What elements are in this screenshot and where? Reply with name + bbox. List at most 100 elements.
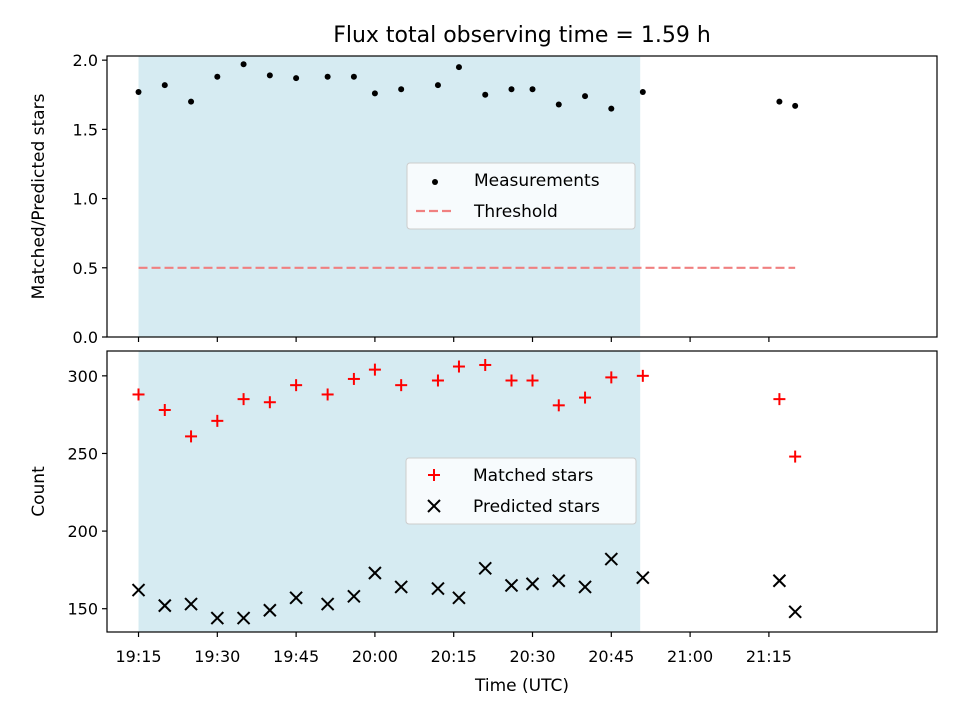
y-tick-label: 150 <box>67 600 98 619</box>
data-point-x <box>788 605 802 619</box>
data-point-plus <box>773 393 786 406</box>
data-point-plus <box>347 372 360 385</box>
data-point-plus <box>789 450 802 463</box>
data-point-x <box>552 574 566 588</box>
data-point <box>776 98 783 105</box>
data-point <box>188 98 195 105</box>
data-point <box>161 82 168 89</box>
data-point-plus <box>395 379 408 392</box>
data-point-x <box>478 561 492 576</box>
data-point-plus <box>579 391 592 404</box>
data-point-plus <box>505 374 518 387</box>
data-point <box>324 73 331 80</box>
data-point-x <box>289 591 303 605</box>
data-point-x <box>131 583 146 597</box>
y-axis-label: Matched/Predicted stars <box>29 93 49 299</box>
data-point <box>350 73 357 80</box>
data-point <box>555 101 562 108</box>
data-point-plus <box>526 374 539 387</box>
data-point-x <box>368 566 382 580</box>
data-point <box>608 105 615 112</box>
data-point-x <box>263 603 277 617</box>
x-tick-label: 20:00 <box>352 647 398 666</box>
x-tick-label: 19:15 <box>115 647 161 666</box>
legend-label: Measurements <box>474 171 600 191</box>
data-point-x <box>504 578 519 593</box>
x-tick-label: 20:30 <box>509 647 555 666</box>
data-point-plus <box>452 360 465 373</box>
data-point-plus <box>605 371 618 384</box>
y-tick-label: 2.0 <box>73 51 98 70</box>
legend-marker <box>428 469 440 481</box>
data-point <box>266 72 273 79</box>
x-tick-label: 19:45 <box>273 647 319 666</box>
y-tick-label: 250 <box>67 444 98 463</box>
legend-marker <box>432 179 438 185</box>
data-point-x <box>320 597 335 611</box>
x-tick-label: 21:00 <box>667 647 713 666</box>
legend-marker <box>427 499 441 513</box>
data-point-x <box>578 580 592 594</box>
data-point-plus <box>290 379 303 392</box>
legend: Matched stars Predicted stars <box>405 457 637 525</box>
data-point <box>293 75 300 82</box>
data-point-x <box>772 574 787 588</box>
y-tick-label: 1.5 <box>73 120 98 139</box>
data-point-plus <box>479 358 492 371</box>
chart-title: Flux total observing time = 1.59 h <box>333 23 711 48</box>
data-point-x <box>525 577 540 591</box>
data-point-x <box>604 552 619 566</box>
data-point-plus <box>321 388 334 401</box>
data-point-plus <box>263 396 276 409</box>
data-point-x <box>394 580 408 594</box>
y-tick-label: 0.5 <box>73 259 98 278</box>
data-point <box>639 88 646 95</box>
y-axis-label: Count <box>29 466 49 517</box>
legend-label: Threshold <box>473 202 558 222</box>
panel-ratio: 0.0 0.5 1.0 1.5 2.0 Matched/Predicted stars Me… <box>29 51 938 347</box>
legend-box <box>405 457 637 525</box>
data-point-plus <box>368 363 381 376</box>
data-point-plus <box>185 430 198 443</box>
legend-label: Matched stars <box>473 466 593 486</box>
y-tick-label: 300 <box>67 367 98 386</box>
x-tick-label: 19:30 <box>194 647 240 666</box>
axes-frame <box>106 350 938 633</box>
data-point-x <box>452 591 466 605</box>
data-point-plus <box>636 369 649 382</box>
data-point <box>135 88 142 95</box>
data-point-plus <box>158 403 171 416</box>
data-point-x <box>158 598 172 613</box>
legend: Measurements Threshold <box>406 162 636 230</box>
y-tick-label: 0.0 <box>73 328 98 347</box>
axes-frame <box>106 55 938 338</box>
data-point <box>508 86 515 93</box>
y-tick-label: 200 <box>67 522 98 541</box>
x-tick-label: 21:15 <box>746 647 792 666</box>
data-point-plus <box>211 414 224 427</box>
x-tick-label: 20:15 <box>431 647 477 666</box>
data-point <box>792 102 799 109</box>
data-point-x <box>236 611 251 625</box>
x-tick-label: 20:45 <box>588 647 634 666</box>
data-point <box>240 61 247 68</box>
data-point-plus <box>132 388 145 401</box>
data-point <box>482 91 489 98</box>
data-point-plus <box>552 399 565 412</box>
data-point-plus <box>431 374 444 387</box>
data-point-x <box>210 611 225 625</box>
y-tick-label: 1.0 <box>73 190 98 209</box>
data-point <box>529 86 536 93</box>
data-point-x <box>431 581 445 596</box>
data-point <box>398 86 405 93</box>
data-point <box>214 73 221 80</box>
data-point <box>371 90 378 97</box>
x-axis-label: Time (UTC) <box>474 676 569 696</box>
data-point-x <box>636 570 650 585</box>
data-point-plus <box>237 393 250 406</box>
panel-counts: 150 200 250 300 19:15 19:30 19:45 20:00 20:15 20:… <box>29 350 938 666</box>
data-point-x <box>347 589 361 603</box>
data-point <box>434 82 441 89</box>
legend-label: Predicted stars <box>473 497 600 517</box>
